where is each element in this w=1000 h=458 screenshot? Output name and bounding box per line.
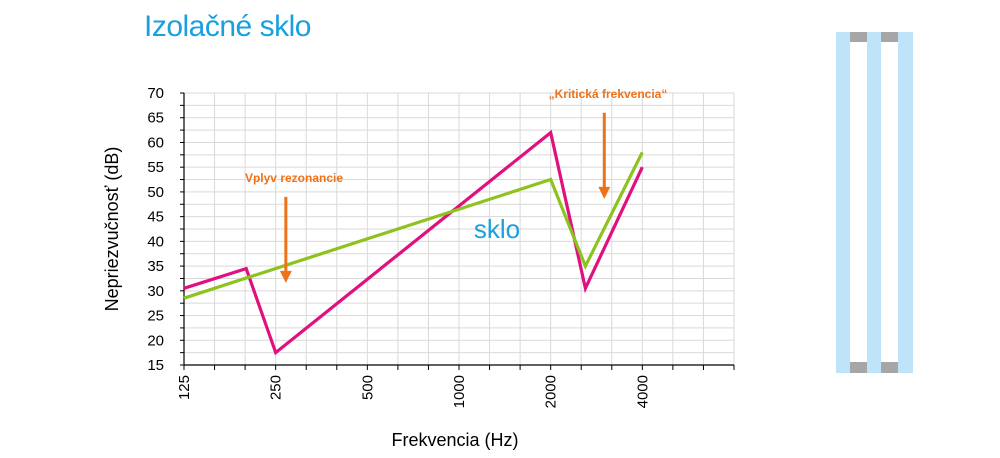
chart-annotations: Vplyv rezonancie „Kritická frekvencia“: [245, 87, 667, 283]
chart-labels: Frekvencia (Hz) Nepriezvučnosť (dB): [102, 147, 519, 450]
x-tick-label: 1000: [451, 375, 468, 408]
chart-grid: [183, 92, 735, 366]
y-tick-label: 65: [147, 110, 164, 127]
spacer-top-left: [850, 32, 867, 42]
y-tick-label: 25: [147, 308, 164, 325]
annotation-arrow-head: [598, 186, 611, 199]
x-tick-label: 125: [176, 375, 193, 400]
annotation-critical-frequency: „Kritická frekvencia“: [549, 87, 668, 101]
series-line-insulated-glass: [183, 151, 644, 300]
glass-cross-section-illustration: [836, 32, 913, 373]
glass-pane-middle: [867, 32, 881, 373]
x-tick-label: 500: [359, 375, 376, 400]
spacer-top-right: [881, 32, 898, 42]
y-tick-label: 55: [147, 159, 164, 176]
x-tick-label: 4000: [634, 375, 651, 408]
y-tick-label: 30: [147, 283, 164, 300]
y-axis-label: Nepriezvučnosť (dB): [102, 147, 122, 312]
y-tick-label: 60: [147, 134, 164, 151]
glass-pane-left: [836, 32, 850, 373]
x-tick-label: 2000: [543, 375, 560, 408]
page-title: Izolačné sklo: [144, 10, 311, 43]
spacer-bottom-right: [881, 362, 898, 373]
y-tick-label: 45: [147, 209, 164, 226]
y-tick-label: 15: [147, 357, 164, 374]
annotation-arrow-head: [279, 270, 292, 283]
x-tick-label: 250: [268, 375, 285, 400]
y-tick-label: 20: [147, 332, 164, 349]
y-tick-label: 70: [147, 85, 164, 102]
series-label: sklo: [474, 214, 520, 244]
series-line-single-glass: [183, 129, 644, 356]
x-axis-label: Frekvencia (Hz): [391, 430, 518, 450]
y-tick-label: 50: [147, 184, 164, 201]
spacer-bottom-left: [850, 362, 867, 373]
annotation-resonance: Vplyv rezonancie: [245, 171, 343, 185]
y-tick-label: 35: [147, 258, 164, 275]
chart-axes: 15 20 25 30 35 40 45 50 55 60 65 70 125 250 500 1000 200…: [147, 85, 735, 408]
glass-pane-right: [898, 32, 913, 373]
chart-series: sklo: [183, 129, 644, 356]
y-tick-label: 40: [147, 233, 164, 250]
